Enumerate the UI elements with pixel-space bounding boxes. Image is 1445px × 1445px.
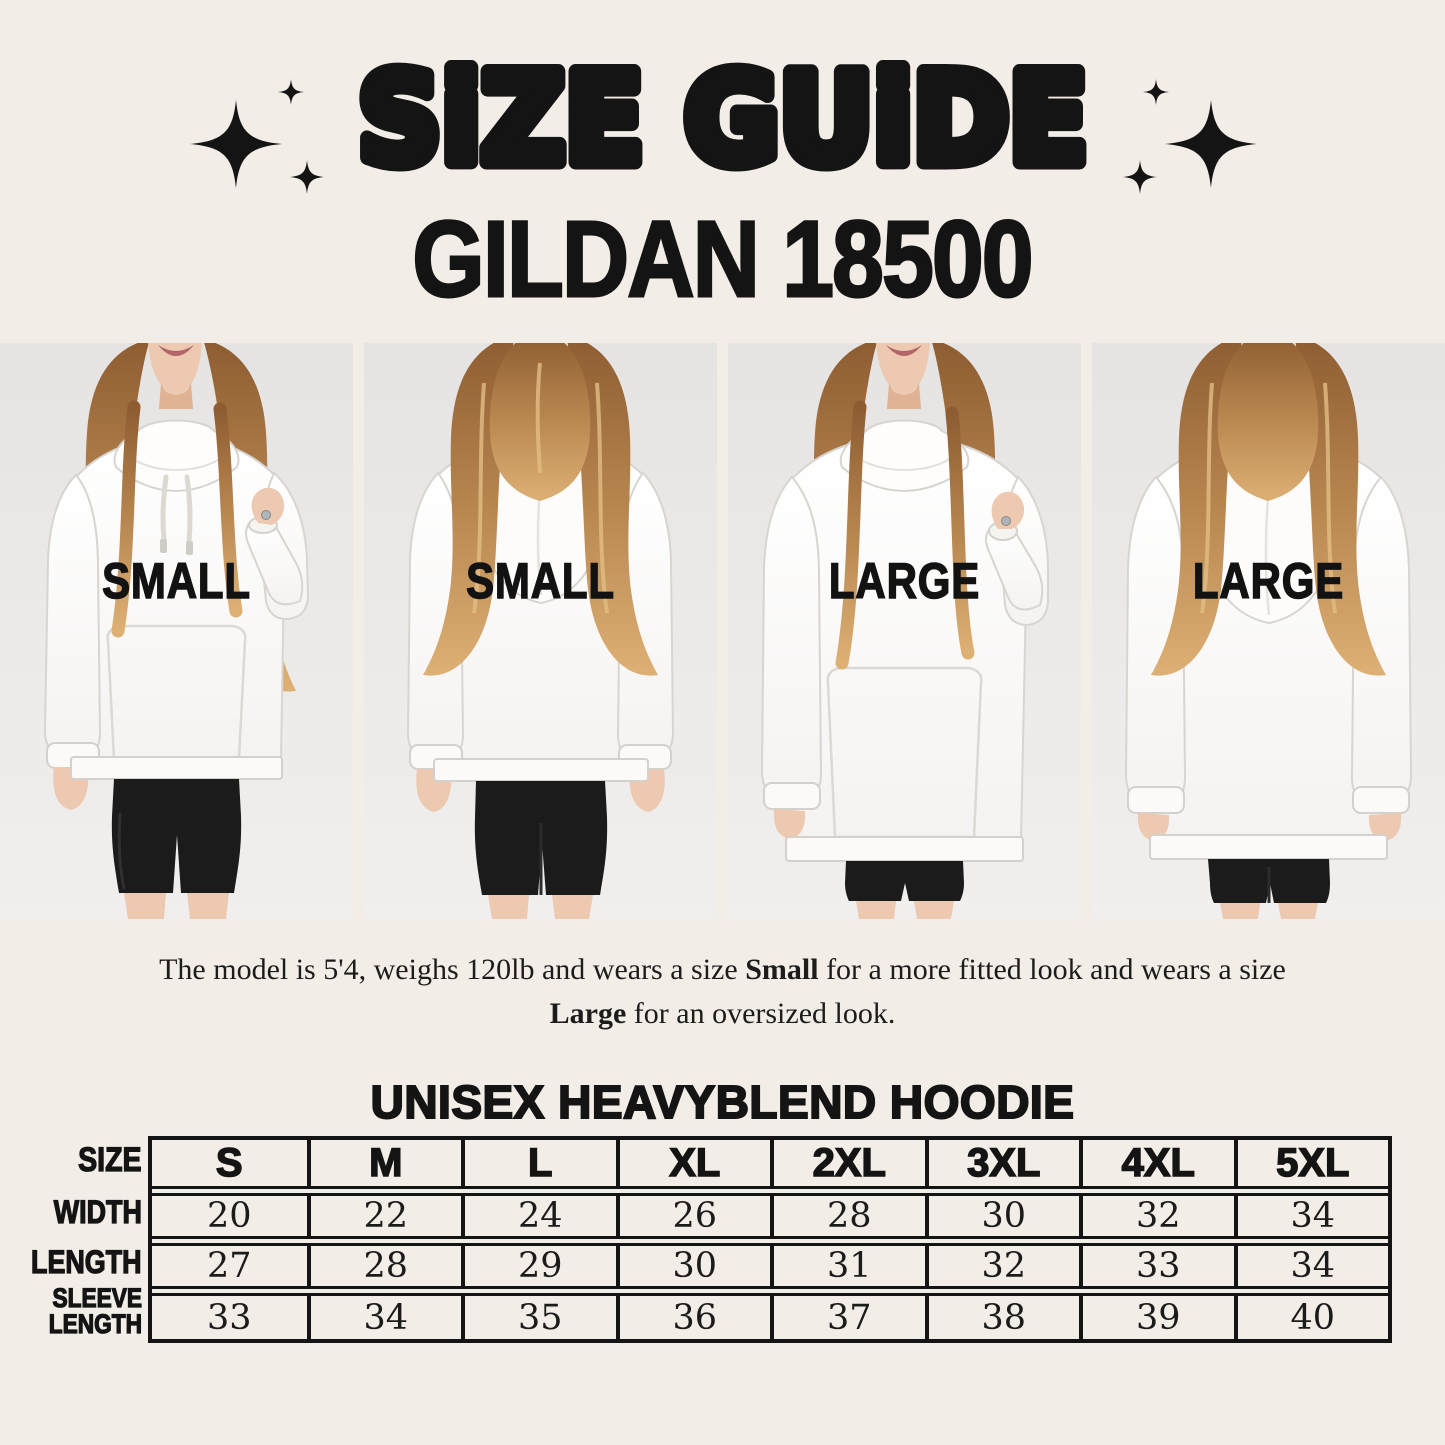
model-photo-back-large: LARGE [1092, 343, 1445, 919]
size-chart-row-label-text: SLEEVE LENGTH [48, 1283, 143, 1339]
size-chart-value-cell: 22 [306, 1196, 462, 1236]
photo-strip: SMALL SMALL [0, 343, 1445, 919]
size-chart-row-label: LENGTH [24, 1239, 146, 1285]
model-note: The model is 5'4, weighs 120lb and wears… [123, 948, 1323, 1035]
model-front-large-illustration [728, 343, 1081, 919]
size-chart-row-label: WIDTH [24, 1189, 146, 1235]
model-front-small-illustration [0, 343, 353, 919]
size-chart-value-cell: 24 [461, 1196, 616, 1236]
header: SiZE GUiDE [0, 30, 1445, 205]
size-chart-value-cell: 29 [461, 1246, 616, 1286]
size-chart-value-cell: 31 [770, 1246, 925, 1286]
size-chart-value-cell: 38 [924, 1296, 1080, 1339]
size-chart-value-cell: 27 [206, 1246, 252, 1286]
size-chart-size-header: XL [615, 1140, 771, 1186]
size-chart-size-header: 4XL [1079, 1140, 1234, 1186]
size-chart-size-header: L [461, 1140, 616, 1186]
size-chart-value-cell: 32 [1079, 1196, 1234, 1236]
size-chart-value-cell: 26 [615, 1196, 771, 1236]
size-chart-value-cell: 20 [206, 1196, 252, 1236]
size-chart-size-header: M [306, 1140, 462, 1186]
size-chart-value-cell: 35 [461, 1296, 616, 1339]
model-note-text: for a more fitted look and wears a size [818, 953, 1286, 986]
size-chart-corner-label: SIZE [24, 1136, 146, 1185]
size-chart-data-row: 27 28 29 30 31 32 33 34 [152, 1243, 1388, 1289]
size-guide-title: SiZE GUiDE [350, 41, 1095, 200]
model-note-bold-text: Large [549, 996, 627, 1030]
size-chart-size-header: 3XL [924, 1140, 1080, 1186]
size-chart-data-row: 33 34 35 36 37 38 39 40 [152, 1293, 1388, 1339]
sparkle-icon [190, 79, 324, 194]
size-chart-value-cell: 33 [1079, 1246, 1234, 1286]
size-chart-value-cell: 34 [1233, 1246, 1389, 1286]
size-chart-row-label: SLEEVE LENGTH [24, 1283, 146, 1339]
model-back-small-illustration [364, 343, 717, 919]
size-chart: SIZE WIDTH LENGTH SLEEVE LENGTH S M L XL 2XL 3XL… [24, 1136, 1392, 1343]
size-label-overlay: LARGE [1192, 553, 1345, 609]
size-chart-value-cell: 37 [770, 1296, 925, 1339]
size-chart-data-row: 20 22 24 26 28 30 32 34 [152, 1193, 1388, 1239]
model-photo-front-small: SMALL [0, 343, 353, 919]
size-chart-value-cell: 39 [1079, 1296, 1234, 1339]
size-chart-header-row: S M L XL 2XL 3XL 4XL 5XL [152, 1140, 1388, 1189]
size-chart-row-labels: SIZE WIDTH LENGTH SLEEVE LENGTH [24, 1136, 146, 1343]
size-chart-title: UNISEX HEAVYBLEND HOODIE [370, 1076, 1075, 1128]
size-chart-value-cell: 32 [924, 1246, 1080, 1286]
size-chart-value-cell: 36 [615, 1296, 771, 1339]
size-chart-row-label-text: WIDTH [53, 1193, 142, 1230]
size-chart-value-cell: 28 [770, 1196, 925, 1236]
size-label-overlay: SMALL [465, 553, 615, 609]
page-title: SiZE GUiDE [358, 48, 1088, 192]
model-back-large-illustration [1092, 343, 1445, 919]
size-chart-table: S M L XL 2XL 3XL 4XL 5XL 20 22 24 26 28 30 32 34 27 28 29 3… [148, 1136, 1392, 1343]
model-photo-back-small: SMALL [364, 343, 717, 919]
size-chart-size-header: 5XL [1233, 1140, 1389, 1186]
size-label-overlay: SMALL [101, 553, 251, 609]
subtitle-product-name: GILDAN 18500 [0, 198, 1445, 319]
model-note-bold-text: Small [745, 953, 819, 986]
model-note-text: for an oversized look. [626, 996, 896, 1030]
size-chart-size-header: S [215, 1140, 243, 1186]
size-chart-value-cell: 28 [306, 1246, 462, 1286]
size-chart-value-cell: 30 [615, 1246, 771, 1286]
size-chart-size-header: 2XL [770, 1140, 925, 1186]
sparkle-icon [1123, 79, 1257, 194]
size-chart-value-cell: 34 [1233, 1196, 1389, 1236]
size-chart-value-cell: 40 [1233, 1296, 1389, 1339]
size-chart-corner-label-text: SIZE [78, 1141, 143, 1180]
subtitle-text: GILDAN 18500 [411, 198, 1035, 319]
model-photo-front-large: LARGE [728, 343, 1081, 919]
size-chart-value-cell: 30 [924, 1196, 1080, 1236]
size-label-overlay: LARGE [828, 553, 981, 609]
model-note-text: The model is 5'4, weighs 120lb and wears… [159, 953, 746, 986]
size-chart-value-cell: 34 [306, 1296, 462, 1339]
size-chart-value-cell: 33 [206, 1297, 252, 1338]
size-chart-row-label-text: LENGTH [31, 1243, 143, 1280]
